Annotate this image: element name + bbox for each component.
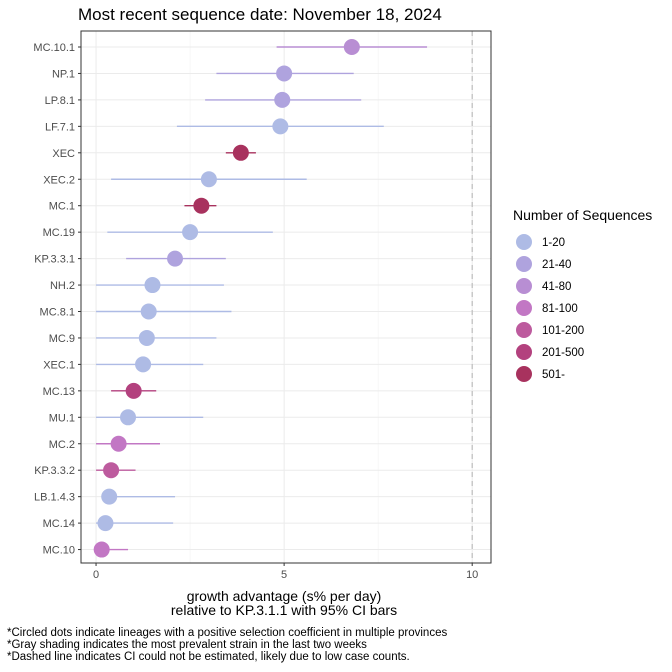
panel-background [81, 31, 491, 563]
footnote-1: *Circled dots indicate lineages with a p… [7, 627, 447, 639]
panel-border [80, 30, 492, 564]
legend-label: 81-100 [542, 303, 578, 315]
legend-key-21-40 [516, 256, 532, 272]
x-tick-label: 0 [93, 569, 99, 581]
y-tick-label: XEC [52, 148, 75, 160]
point-LF.7.1 [272, 118, 289, 135]
point-XEC.1 [135, 356, 152, 373]
x-tick-label: 5 [281, 569, 287, 581]
footnote-2: *Gray shading indicates the most prevale… [7, 639, 367, 651]
point-MC.19 [182, 224, 199, 241]
point-NH.2 [144, 277, 161, 294]
point-MC.14 [97, 515, 114, 532]
y-tick-label: LB.1.4.3 [34, 492, 75, 504]
y-tick-label: XEC.2 [43, 174, 75, 186]
point-MC.10 [93, 541, 110, 558]
point-MC.1 [193, 197, 210, 214]
y-tick-label: MC.14 [43, 518, 75, 530]
point-LP.8.1 [274, 91, 291, 108]
point-KP.3.3.2 [103, 462, 120, 479]
point-XEC [232, 144, 249, 161]
legend-label: 1-20 [542, 237, 565, 249]
y-tick-label: MC.19 [43, 227, 75, 239]
legend-title: Number of Sequences [513, 207, 652, 223]
footnote-3: *Dashed line indicates CI could not be e… [7, 651, 410, 663]
legend-key-41-80 [516, 278, 532, 294]
legend-key-501- [516, 366, 532, 382]
legend-key-101-200 [516, 322, 532, 338]
y-tick-label: LF.7.1 [45, 121, 75, 133]
y-tick-label: XEC.1 [43, 359, 75, 371]
y-tick-label: KP.3.3.1 [34, 254, 75, 266]
y-tick-label: MC.8.1 [40, 307, 75, 319]
y-tick-label: NP.1 [52, 68, 75, 80]
y-tick-label: NH.2 [50, 280, 75, 292]
legend-key-201-500 [516, 344, 532, 360]
y-tick-label: LP.8.1 [45, 95, 75, 107]
point-LB.1.4.3 [101, 488, 118, 505]
legend-label: 501- [542, 369, 565, 381]
y-tick-label: MC.10 [43, 545, 75, 557]
legend-label: 21-40 [542, 259, 571, 271]
chart-title: Most recent sequence date: November 18, … [78, 5, 442, 24]
y-tick-label: MC.2 [49, 439, 75, 451]
y-tick-label: MC.9 [49, 333, 75, 345]
x-tick-label: 10 [466, 569, 478, 581]
legend: Number of Sequences 1-20 21-40 41-80 81-100… [513, 207, 652, 382]
legend-label: 201-500 [542, 347, 584, 359]
point-MC.13 [125, 382, 142, 399]
y-tick-label: MU.1 [49, 412, 75, 424]
x-axis-label-line2: relative to KP.3.1.1 with 95% CI bars [171, 602, 397, 618]
y-tick-label: MC.1 [49, 201, 75, 213]
x-axis-label-line1: growth advantage (s% per day) [187, 588, 382, 604]
y-tick-label: KP.3.3.2 [34, 465, 75, 477]
point-XEC.2 [200, 171, 217, 188]
legend-key-1-20 [516, 234, 532, 250]
point-MC.9 [138, 329, 155, 346]
plot-area: MC.10.1 NP.1 LP.8.1 LF.7.1 XEC XEC.2 MC.1 MC.19… [33, 30, 492, 581]
legend-label: 41-80 [542, 281, 571, 293]
legend-key-81-100 [516, 300, 532, 316]
point-KP.3.3.1 [167, 250, 184, 267]
point-NP.1 [276, 65, 293, 82]
legend-label: 101-200 [542, 325, 584, 337]
point-MC.8.1 [140, 303, 157, 320]
y-tick-label: MC.10.1 [33, 42, 75, 54]
point-MU.1 [120, 409, 137, 426]
point-MC.10.1 [343, 39, 360, 55]
y-tick-label: MC.13 [43, 386, 75, 398]
point-MC.2 [110, 435, 127, 452]
